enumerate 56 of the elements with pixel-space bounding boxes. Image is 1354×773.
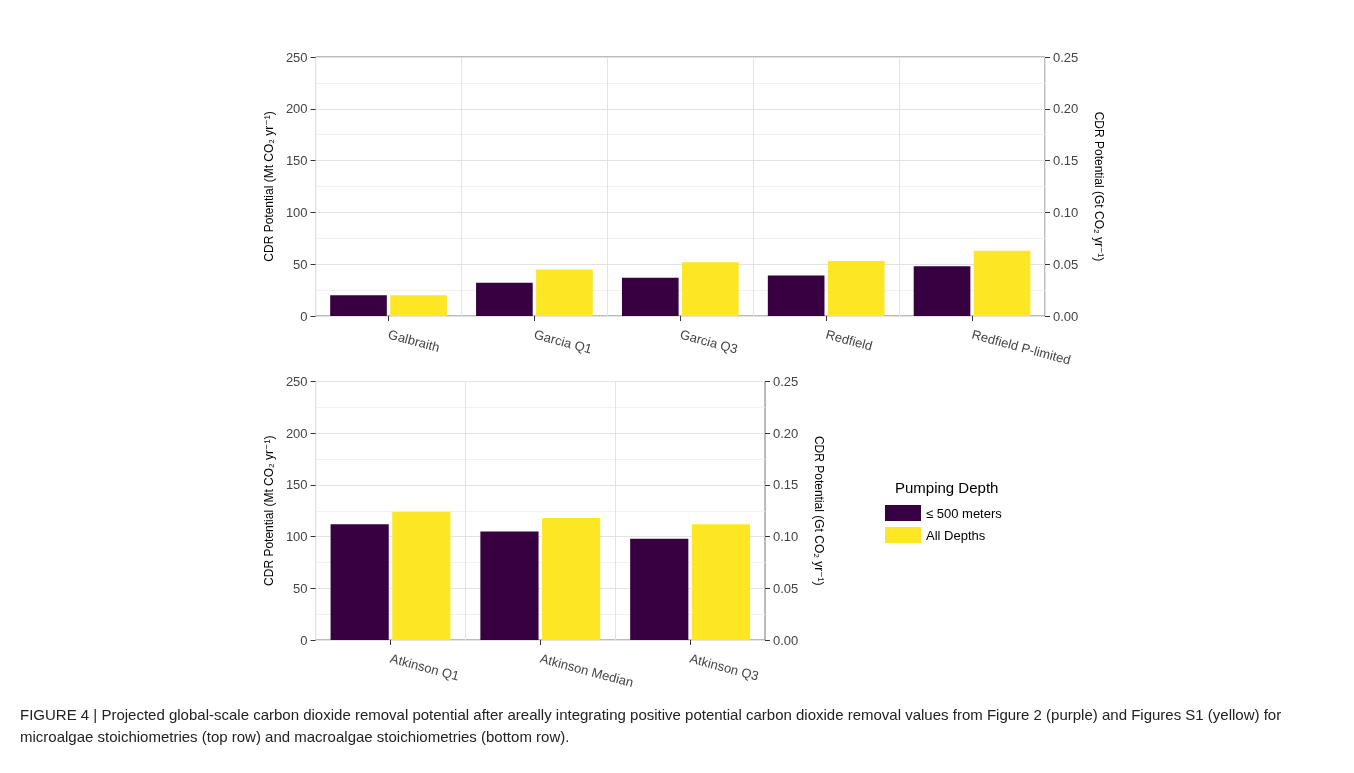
y-tick-label: 150 [285,477,308,493]
bar [536,269,593,316]
y-tick-label: 100 [285,529,308,545]
bar [973,250,1031,316]
bar [827,261,885,316]
x-tick-label: Redfield P-limited [970,326,1073,368]
y2-tick-label: 0.10 [1053,204,1079,220]
bar [330,295,387,316]
y-tick-label: 50 [293,256,308,272]
y2-tick-label: 0.10 [773,529,799,545]
y2-tick-label: 0.25 [773,374,799,389]
y2-tick-label: 0.00 [773,632,799,648]
y-axis-title: CDR Potential (Mt CO₂ yr⁻¹) [262,111,276,262]
bar [390,295,447,316]
y2-tick-label: 0.00 [1053,308,1079,324]
y2-tick-label: 0.15 [1053,153,1079,169]
y2-tick-label: 0.25 [1053,49,1079,65]
y-tick-label: 0 [300,632,308,648]
bar [330,524,389,640]
x-tick-label: Atkinson Median [538,650,636,691]
y2-tick-label: 0.20 [1053,101,1079,117]
x-tick-label: Atkinson Q1 [388,650,461,684]
y2-tick-label: 0.20 [773,425,799,441]
bar [681,262,739,316]
bar [480,531,539,640]
x-tick-label: Garcia Q1 [532,326,594,357]
y-tick-label: 0 [300,308,308,324]
legend-label: All Depths [926,527,986,543]
bar [767,275,825,316]
y-tick-label: 200 [285,101,308,117]
y2-axis-title: CDR Potential (Gt CO₂ yr⁻¹) [812,435,826,586]
y-tick-label: 50 [293,580,308,596]
legend-label: ≤ 500 meters [926,505,1003,521]
y-tick-label: 150 [285,153,308,169]
y-tick-label: 250 [285,374,308,389]
bar [621,277,679,316]
y-tick-label: 250 [285,49,308,65]
y-tick-label: 100 [285,204,308,220]
caption: FIGURE 4 | Projected global-scale carbon dioxide removal potential after areally integrating positive potential carbon dioxide removal values from Figure 2 (purple) and Figures S1 (yellow) for microalgae stoichiometries (top row) and macroalgae stoichiometries (bottom row). [20,705,1283,747]
bar [913,266,971,316]
y2-axis-title: CDR Potential (Gt CO₂ yr⁻¹) [1092,111,1106,262]
x-tick-label: Atkinson Q3 [688,650,761,684]
bar [476,282,533,316]
x-tick-label: Garcia Q3 [678,326,740,357]
y2-tick-label: 0.15 [773,477,799,493]
bar [630,538,689,640]
y2-tick-label: 0.05 [1053,256,1079,272]
bar [392,511,451,640]
y-axis-title: CDR Potential (Mt CO₂ yr⁻¹) [262,435,276,586]
bar [542,517,601,640]
y-tick-label: 200 [285,425,308,441]
bar [691,524,751,640]
legend-title: Pumping Depth [895,479,999,496]
x-tick-label: Redfield [824,326,875,354]
y2-tick-label: 0.05 [773,580,799,596]
x-tick-label: Galbraith [386,326,442,355]
